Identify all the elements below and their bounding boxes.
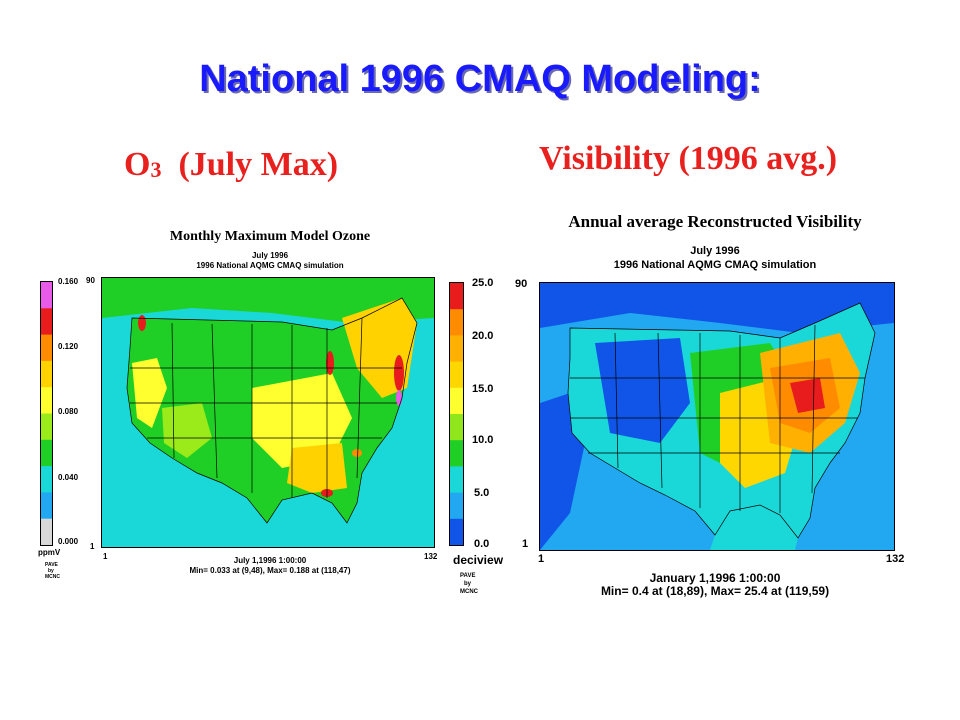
ozone-map — [101, 277, 435, 548]
ozone-minmax: Min= 0.033 at (9,48), Max= 0.188 at (118… — [189, 566, 351, 575]
ozone-gulf — [262, 493, 347, 547]
ozone-southeast-zone — [287, 443, 347, 493]
ozone-colorbar-swatch — [41, 518, 52, 546]
visibility-y-top-label: 90 — [515, 278, 528, 290]
ozone-hotspot-chicago — [326, 351, 334, 375]
ozone-map-graphic — [102, 278, 434, 547]
visibility-map-subtitle-2: 1996 National AQMG CMAQ simulation — [613, 259, 817, 271]
visibility-map-subtitle-1: July 1996 — [690, 245, 740, 257]
visibility-heading: Visibility (1996 avg.) — [539, 140, 838, 177]
ozone-colorbar-swatch — [41, 387, 52, 414]
visibility-credit-line-2: by — [464, 581, 472, 587]
ozone-colorbar-swatch — [41, 492, 52, 520]
visibility-colorbar-swatch — [450, 466, 463, 494]
visibility-peak-zone — [790, 378, 825, 413]
ozone-hotspot-atlanta — [352, 449, 362, 457]
ozone-colorbar-label-1: 0.120 — [58, 342, 79, 351]
ozone-heading-prefix: O — [124, 146, 151, 183]
visibility-x-left-label: 1 — [538, 553, 545, 565]
ozone-credit-line-1: PAVE — [45, 562, 58, 568]
visibility-north-region — [540, 283, 894, 333]
visibility-x-right-label: 132 — [886, 553, 905, 565]
visibility-colorbar-swatch — [450, 387, 463, 415]
ozone-heading-suffix: (July Max) — [178, 146, 339, 183]
visibility-y-bottom-label: 1 — [522, 538, 529, 550]
ozone-colorbar-swatch — [41, 334, 52, 362]
ozone-colorbar-swatches — [41, 282, 52, 546]
visibility-rocky-mountain-clear — [595, 338, 690, 443]
ozone-colorbar-swatch — [41, 282, 52, 309]
ozone-credit-line-2: by — [48, 568, 54, 574]
ozone-colorbar-swatch — [41, 360, 52, 388]
visibility-gulf — [710, 505, 798, 550]
visibility-map-title: Annual average Reconstructed Visibility — [568, 212, 862, 231]
visibility-colorbar-label-2: 15.0 — [472, 383, 494, 395]
visibility-colorbar-swatch — [450, 335, 463, 363]
visibility-colorbar-swatch — [450, 283, 463, 310]
ozone-x-left-label: 1 — [103, 552, 108, 561]
visibility-colorbar-swatch — [450, 309, 463, 336]
ozone-timestamp: July 1,1996 1:00:00 — [233, 556, 307, 565]
visibility-colorbar-swatch — [450, 518, 463, 546]
ozone-y-top-label: 90 — [86, 276, 95, 285]
ozone-hotspot-peak — [396, 390, 402, 406]
visibility-colorbar-swatch — [450, 361, 463, 389]
ozone-map-subtitle-2: 1996 National AQMG CMAQ simulation — [196, 261, 344, 270]
visibility-colorbar-label-0: 25.0 — [472, 277, 494, 289]
ozone-colorbar-label-4: 0.000 — [58, 537, 79, 546]
visibility-colorbar-swatch — [450, 440, 463, 467]
ozone-west-coast-zone — [132, 358, 167, 428]
visibility-minmax: Min= 0.4 at (18,89), Max= 25.4 at (119,5… — [600, 584, 830, 598]
visibility-credit-line-3: MCNC — [460, 589, 478, 595]
ozone-colorbar-label-2: 0.080 — [58, 407, 79, 416]
ozone-colorbar-swatch — [41, 413, 52, 441]
visibility-credit: PAVE by MCNC — [460, 572, 478, 596]
ozone-canada-region — [102, 278, 434, 323]
visibility-state-boundaries — [567, 302, 876, 539]
ozone-hotspot-northeast — [394, 355, 404, 391]
visibility-colorbar-label-4: 5.0 — [474, 487, 490, 499]
visibility-unit-label: deciview — [453, 553, 504, 567]
ozone-y-bottom-label: 1 — [90, 542, 95, 551]
visibility-colorbar-swatch — [450, 414, 463, 441]
ozone-unit-label: ppmV — [38, 548, 61, 557]
ozone-colorbar-swatch — [41, 466, 52, 493]
visibility-colorbar-label-5: 0.0 — [474, 538, 490, 550]
ozone-colorbar-label-3: 0.040 — [58, 473, 79, 482]
visibility-colorbar-swatch — [450, 492, 463, 520]
visibility-timestamp: January 1,1996 1:00:00 — [649, 571, 781, 585]
ozone-hotspot-seattle — [138, 315, 146, 331]
ozone-heading-subscript: 3 — [150, 157, 162, 182]
visibility-colorbar-swatches — [450, 283, 463, 546]
ozone-southwest-zone — [162, 403, 212, 458]
ozone-state-boundaries — [126, 297, 418, 524]
visibility-map — [539, 282, 895, 551]
visibility-colorbar-label-3: 10.0 — [472, 434, 494, 446]
ozone-colorbar-swatch — [41, 439, 52, 467]
slide-title: National 1996 CMAQ Modeling: — [199, 58, 761, 100]
ozone-map-subtitle-1: July 1996 — [251, 251, 289, 260]
ozone-x-right-label: 132 — [424, 552, 438, 561]
visibility-colorbar — [449, 282, 464, 546]
ozone-credit-line-3: MCNC — [45, 574, 60, 580]
visibility-credit-line-1: PAVE — [460, 573, 476, 579]
ozone-credit: PAVE by MCNC — [45, 562, 60, 580]
visibility-colorbar-label-1: 20.0 — [472, 330, 494, 342]
ozone-colorbar — [40, 281, 53, 546]
visibility-map-graphic — [540, 283, 894, 550]
ozone-heading: O3 (July Max) — [124, 146, 338, 184]
ozone-colorbar-swatch — [41, 308, 52, 336]
ozone-map-title: Monthly Maximum Model Ozone — [169, 229, 371, 244]
ozone-colorbar-label-0: 0.160 — [58, 277, 79, 286]
